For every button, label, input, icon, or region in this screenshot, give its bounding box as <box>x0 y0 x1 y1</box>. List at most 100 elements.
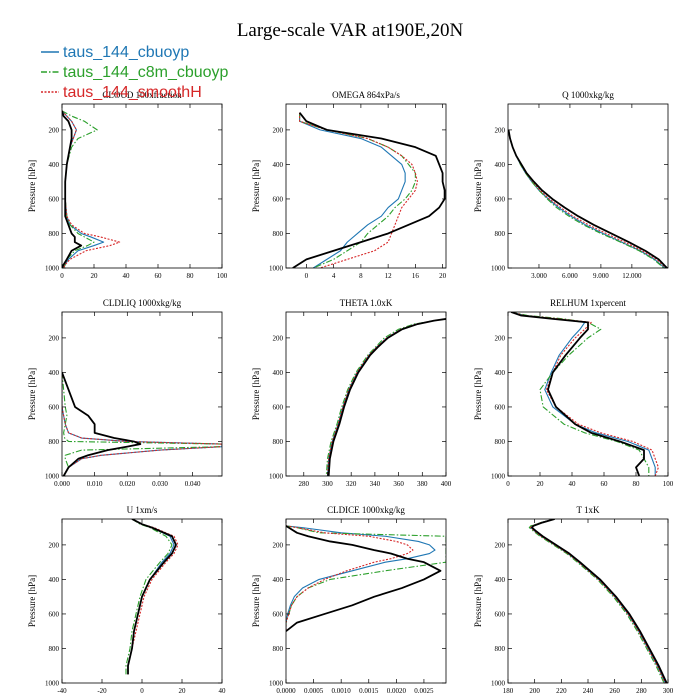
y-tick-label: 800 <box>273 230 284 238</box>
x-tick-label: 3.000 <box>531 272 547 280</box>
y-tick-label: 800 <box>273 645 284 653</box>
x-tick-label: 6.000 <box>562 272 578 280</box>
x-tick-label: 0.0020 <box>387 687 407 695</box>
y-tick-label: 600 <box>273 195 284 203</box>
series-line-0 <box>326 318 446 476</box>
series-line-1 <box>125 519 173 675</box>
series-line-2 <box>62 372 222 476</box>
x-tick-label: 12.000 <box>622 272 642 280</box>
y-tick-label: 400 <box>273 369 284 377</box>
series-line-2 <box>127 519 179 675</box>
x-tick-label: 40 <box>569 480 577 488</box>
series-line-0 <box>62 372 222 476</box>
y-tick-label: 400 <box>49 369 60 377</box>
series-group <box>292 112 446 268</box>
x-tick-label: 0 <box>60 272 64 280</box>
x-tick-label: 16 <box>412 272 420 280</box>
x-tick-label: -40 <box>57 687 67 695</box>
y-tick-label: 800 <box>495 438 506 446</box>
plot-frame <box>285 103 447 269</box>
plot-frame <box>285 311 447 477</box>
panel-title: RELHUM 1xpercent <box>550 298 626 308</box>
series-line-2 <box>508 129 667 268</box>
x-tick-label: 20 <box>537 480 545 488</box>
y-tick-label: 1000 <box>45 680 60 688</box>
x-tick-label: 340 <box>370 480 381 488</box>
y-tick-label: 800 <box>49 438 60 446</box>
series-line-3 <box>531 519 668 683</box>
x-tick-label: 100 <box>217 272 228 280</box>
series-line-3 <box>127 519 177 675</box>
series-group <box>325 318 446 476</box>
y-tick-label: 200 <box>273 541 284 549</box>
panel-title: CLDLIQ 1000xkg/kg <box>103 298 182 308</box>
x-tick-label: 360 <box>393 480 404 488</box>
x-tick-label: 0.0005 <box>304 687 324 695</box>
y-tick-label: 1000 <box>491 473 506 481</box>
x-tick-label: 0.040 <box>185 480 201 488</box>
series-line-0 <box>508 129 666 268</box>
y-tick-label: 1000 <box>45 473 60 481</box>
x-tick-label: 80 <box>633 480 641 488</box>
y-tick-label: 400 <box>273 576 284 584</box>
series-line-1 <box>62 372 222 476</box>
series-line-3 <box>510 312 645 476</box>
y-axis-label: Pressure [hPa] <box>473 575 483 627</box>
series-line-0 <box>299 112 406 268</box>
series-group <box>286 525 446 632</box>
panel-title: U 1xm/s <box>127 505 158 515</box>
y-tick-label: 1000 <box>45 265 60 273</box>
y-tick-label: 200 <box>495 126 506 134</box>
y-tick-label: 600 <box>495 195 506 203</box>
y-axis-label: Pressure [hPa] <box>27 368 37 420</box>
x-tick-label: 280 <box>299 480 310 488</box>
plot-frame <box>61 311 223 477</box>
y-tick-label: 600 <box>495 610 506 618</box>
x-tick-label: 100 <box>663 480 674 488</box>
x-tick-label: 0.0010 <box>332 687 352 695</box>
series-line-2 <box>299 112 418 268</box>
plot-frame <box>285 518 447 684</box>
x-tick-label: 300 <box>663 687 674 695</box>
y-axis-label: Pressure [hPa] <box>27 575 37 627</box>
series-group <box>510 312 659 476</box>
y-tick-label: 400 <box>495 161 506 169</box>
x-tick-label: 60 <box>601 480 609 488</box>
x-tick-label: 0.000 <box>54 480 70 488</box>
series-line-0 <box>127 519 175 675</box>
y-tick-label: 400 <box>495 576 506 584</box>
x-tick-label: 400 <box>441 480 452 488</box>
series-line-0 <box>62 110 105 268</box>
y-tick-label: 600 <box>495 403 506 411</box>
series-line-1 <box>62 110 98 268</box>
y-tick-label: 200 <box>273 334 284 342</box>
panel-title: Q 1000xkg/kg <box>562 90 614 100</box>
series-group <box>62 372 222 476</box>
y-axis-label: Pressure [hPa] <box>251 160 261 212</box>
y-axis-label: Pressure [hPa] <box>473 160 483 212</box>
x-tick-label: 220 <box>556 687 567 695</box>
series-line-2 <box>511 312 659 476</box>
series-line-3 <box>327 318 446 476</box>
panel-title: CLOUD 100xfraction <box>102 90 182 100</box>
series-line-3 <box>62 372 142 476</box>
y-tick-label: 1000 <box>269 265 284 273</box>
y-tick-label: 800 <box>49 645 60 653</box>
panel-6: 200 400 600 800 1000-40 -20 0 20 40 U 1xm/s Pressu… <box>27 505 226 695</box>
x-tick-label: 0.020 <box>119 480 135 488</box>
series-line-3 <box>62 110 83 268</box>
panel-4: 200 400 600 800 1000 280 300 320 340 360 380 400 THE… <box>251 298 452 488</box>
series-group <box>125 519 179 675</box>
x-tick-label: 0 <box>305 272 309 280</box>
series-line-2 <box>326 318 446 476</box>
x-tick-label: 12 <box>385 272 393 280</box>
y-tick-label: 800 <box>273 438 284 446</box>
series-line-1 <box>528 519 665 683</box>
legend-label: taus_144_c8m_cbuoyp <box>63 64 229 81</box>
panel-title: CLDICE 1000xkg/kg <box>327 505 405 515</box>
series-line-2 <box>286 525 414 632</box>
y-tick-label: 800 <box>495 645 506 653</box>
y-tick-label: 200 <box>495 541 506 549</box>
